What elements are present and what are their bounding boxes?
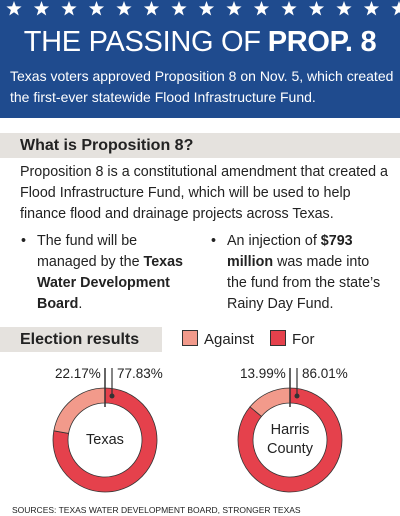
star <box>143 1 160 16</box>
star <box>363 1 380 16</box>
value-label: 86.01% <box>302 366 348 381</box>
sources: SOURCES: TEXAS WATER DEVELOPMENT BOARD, … <box>12 505 301 515</box>
title: THE PASSING OF PROP. 8 <box>0 26 400 59</box>
legend-label: Against <box>204 331 255 348</box>
star <box>226 1 242 16</box>
section-heading: Election results <box>0 327 162 352</box>
donut-segment <box>52 387 158 493</box>
star <box>33 1 50 16</box>
bullet-text: was made into the fund from the state’s … <box>227 254 381 312</box>
header: THE PASSING OF PROP. 8 Texas voters appro… <box>0 0 400 118</box>
title-prefix: THE PASSING OF <box>23 26 261 58</box>
donut-segment <box>249 387 291 417</box>
bullet-bold: Texas Water Development Board <box>37 254 184 312</box>
star <box>281 1 297 16</box>
bullet-text: An injection of <box>227 233 317 249</box>
star <box>198 1 215 16</box>
star <box>391 1 400 16</box>
section-heading: What is Proposition 8? <box>0 133 400 158</box>
star <box>308 1 325 16</box>
star <box>171 1 187 16</box>
chart-center-label: Harris County <box>267 422 313 457</box>
bullet-text: . <box>78 296 83 312</box>
charts <box>52 368 343 493</box>
chart-center-label: Texas <box>86 431 124 448</box>
legend-label: For <box>292 331 315 348</box>
star <box>336 1 352 16</box>
donut-segment <box>237 387 343 493</box>
legend-swatch <box>270 330 286 346</box>
value-label: 77.83% <box>117 366 163 381</box>
body-text: Proposition 8 is a constitutional amendm… <box>20 164 388 222</box>
star <box>253 1 270 16</box>
star <box>116 1 132 16</box>
bullet-bold: $793 million <box>227 233 353 270</box>
title-bold: PROP. 8 <box>267 26 377 58</box>
star <box>61 1 77 16</box>
value-label: 13.99% <box>240 366 286 381</box>
bullet-text: The fund will be managed by the <box>37 233 140 270</box>
subtitle: Texas voters approved Proposition 8 on N… <box>10 68 394 105</box>
bullet: The fund will be managed by the Texas Wa… <box>21 231 197 315</box>
bullet: An injection of $793 million was made in… <box>211 231 392 315</box>
star <box>6 1 22 16</box>
stars <box>6 1 400 16</box>
legend-swatch <box>182 330 198 346</box>
star <box>88 1 105 16</box>
value-label: 22.17% <box>55 366 101 381</box>
donut-segment <box>53 387 106 434</box>
